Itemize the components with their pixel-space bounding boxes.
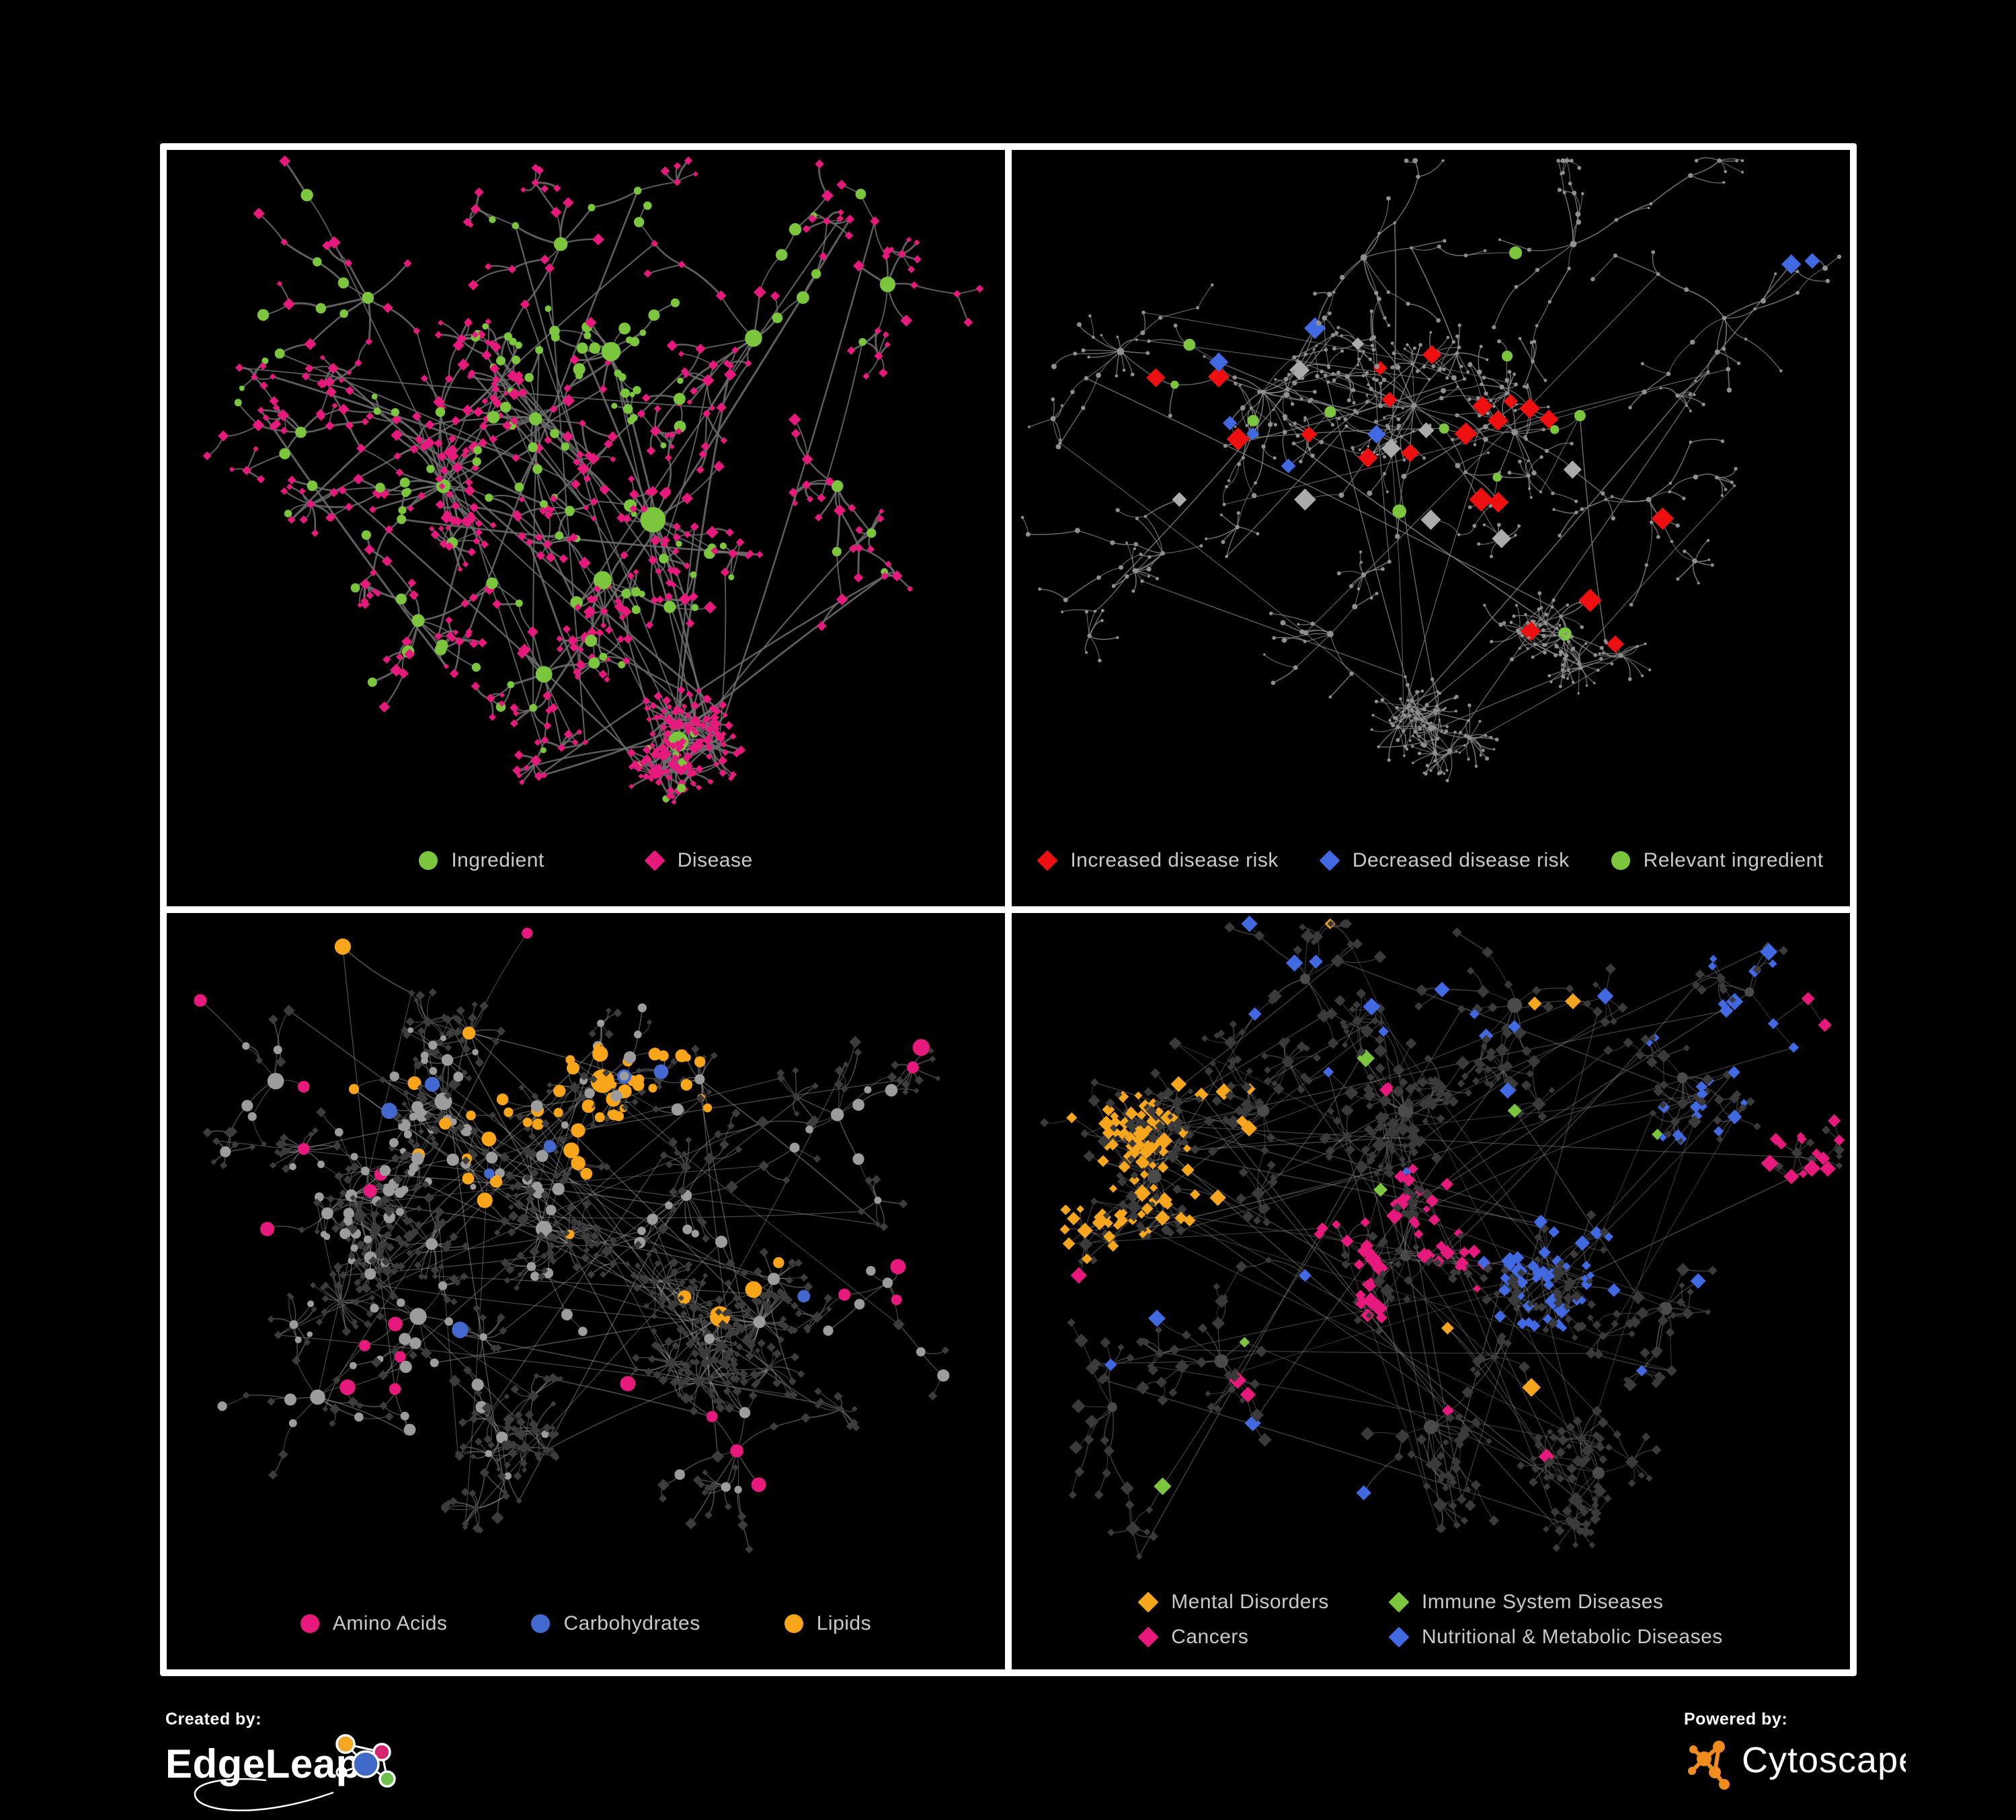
panel-ingredient-disease: Ingredient Disease [167,150,1005,906]
cytoscape-credit: Powered by: Cytoscape [1684,1710,1919,1801]
legend-label: Cancers [1171,1626,1249,1648]
legend-item-lipids: Lipids [784,1612,871,1635]
carbohydrates-swatch-icon [531,1614,551,1633]
edgeleap-swoosh [194,1778,334,1811]
panel-disease-categories: Mental Disorders Immune System Diseases … [1012,913,1850,1669]
mental-disorders-swatch-icon [1137,1591,1159,1613]
nutritional-metabolic-swatch-icon [1388,1626,1410,1648]
edgeleap-wordmark: EdgeLeap [165,1741,361,1786]
panel-disease-risk: Increased disease risk Decreased disease… [1012,150,1850,906]
legend-label: Ingredient [451,849,545,871]
legend-item-immune-diseases: Immune System Diseases [1388,1591,1723,1614]
legend-label: Lipids [816,1612,872,1634]
legend-disease-risk: Increased disease risk Decreased disease… [1012,849,1850,872]
legend-item-ingredient: Ingredient [419,849,544,872]
immune-diseases-swatch-icon [1388,1591,1410,1613]
cancers-swatch-icon [1137,1626,1159,1648]
edgeleap-node-ring [335,1766,348,1778]
panel-macronutrients: Amino Acids Carbohydrates Lipids [167,913,1005,1669]
increased-risk-swatch-icon [1037,850,1058,871]
panel-grid: Ingredient Disease Increased disease ris… [160,143,1857,1676]
decreased-risk-swatch-icon [1319,850,1340,871]
relevant-ingredient-swatch-icon [1611,851,1630,870]
legend-label: Relevant ingredient [1643,849,1824,871]
legend-macronutrients: Amino Acids Carbohydrates Lipids [167,1612,1005,1635]
legend-item-mental-disorders: Mental Disorders [1137,1591,1329,1614]
edgeleap-node-orange [335,1734,356,1754]
legend-label: Immune System Diseases [1421,1591,1664,1613]
edgeleap-node-blue [352,1750,380,1778]
cytoscape-icon-nodes [1688,1741,1730,1790]
legend-label: Decreased disease risk [1352,849,1570,871]
legend-label: Carbohydrates [563,1612,700,1634]
network-macronutrients [194,927,950,1554]
created-by-label: Created by: [165,1710,262,1729]
legend-ingredient-disease: Ingredient Disease [167,849,1005,872]
network-disease-categories [1039,915,1845,1560]
legend-item-carbohydrates: Carbohydrates [531,1612,700,1635]
network-disease-risk [1020,157,1842,783]
legend-item-decreased-risk: Decreased disease risk [1319,849,1570,872]
cytoscape-logo: Cytoscape [1688,1740,1919,1790]
legend-disease-categories: Mental Disorders Immune System Diseases … [1012,1591,1850,1649]
edgeleap-logo: EdgeLeap [165,1734,396,1811]
legend-label: Disease [677,849,753,871]
edgeleap-node-magenta [372,1743,391,1762]
powered-by-label: Powered by: [1684,1710,1788,1729]
legend-item-increased-risk: Increased disease risk [1037,849,1279,872]
legend-label: Nutritional & Metabolic Diseases [1421,1626,1723,1648]
legend-item-relevant-ingredient: Relevant ingredient [1611,849,1824,872]
legend-label: Increased disease risk [1070,849,1279,871]
cytoscape-wordmark: Cytoscape [1742,1740,1906,1780]
legend-item-disease: Disease [644,849,753,872]
lipids-swatch-icon [784,1614,803,1633]
edgeleap-node-green [378,1770,396,1788]
legend-item-nutritional-metabolic: Nutritional & Metabolic Diseases [1388,1626,1723,1649]
ingredient-swatch-icon [419,851,438,870]
network-ingredient-disease [202,155,984,805]
legend-item-cancers: Cancers [1137,1626,1329,1649]
legend-label: Mental Disorders [1171,1591,1329,1613]
edgeleap-credit: Created by: EdgeLeap [165,1710,448,1820]
legend-label: Amino Acids [332,1612,448,1634]
disease-swatch-icon [644,850,666,871]
amino-acids-swatch-icon [300,1614,319,1633]
legend-item-amino-acids: Amino Acids [300,1612,448,1635]
